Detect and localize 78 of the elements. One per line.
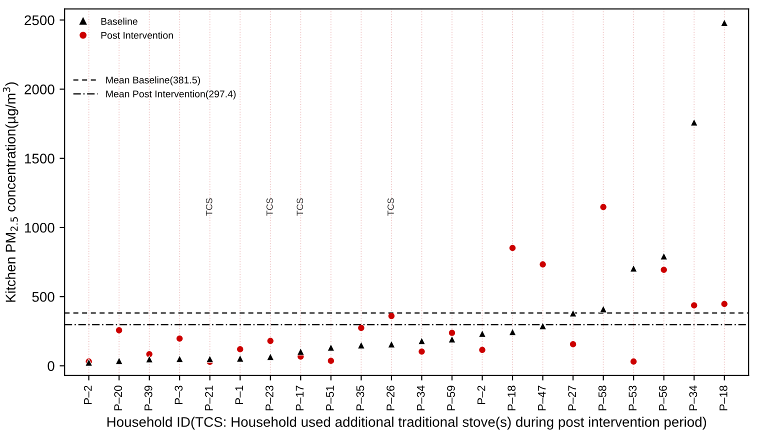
point	[630, 358, 637, 365]
x-tick-label: P–58	[598, 386, 606, 410]
point	[176, 355, 184, 363]
x-tick-label: P–56	[658, 386, 667, 410]
x-tick-label: P–34	[416, 386, 425, 410]
point	[266, 352, 274, 361]
point	[600, 305, 608, 313]
x-tick-label: P–27	[568, 386, 576, 410]
point	[569, 309, 577, 318]
point	[479, 346, 486, 353]
x-tick-label: P–2	[477, 386, 486, 404]
x-tick-label: P–53	[628, 386, 637, 410]
x-tick-label: P–47	[538, 386, 546, 410]
point	[691, 302, 698, 308]
point	[358, 324, 364, 332]
point	[540, 261, 546, 268]
x-axis-title: Household ID(TCS: Household used additional traditional stove(s) during post intervention period)	[107, 416, 706, 430]
y-tick-label: 500	[32, 292, 54, 302]
point	[690, 118, 698, 126]
annotation: TCS	[388, 198, 394, 216]
point	[116, 327, 122, 334]
x-tick-label: P–39	[144, 386, 152, 410]
point	[418, 337, 426, 345]
x-tick-label: P–59	[447, 386, 455, 410]
point	[236, 354, 244, 362]
x-tick-label: P–26	[386, 386, 394, 410]
x-tick-label: P–1	[235, 386, 244, 404]
point	[115, 356, 123, 365]
y-tick-label: 2000	[24, 84, 54, 94]
point	[146, 351, 152, 358]
point	[388, 312, 395, 320]
point	[478, 330, 486, 338]
legend-label: Post Intervention	[101, 32, 173, 39]
x-tick-label: P–2	[84, 386, 92, 404]
point	[418, 348, 425, 355]
point	[721, 300, 728, 308]
point	[570, 341, 576, 348]
point	[660, 252, 668, 260]
legend-label: Mean Post Intervention(297.4)	[106, 90, 236, 100]
point	[146, 355, 154, 363]
y-tick-label: 0	[48, 361, 54, 371]
point	[328, 358, 334, 364]
point	[388, 340, 396, 348]
x-tick-label: P–51	[326, 386, 334, 410]
point	[508, 328, 516, 336]
point	[176, 335, 183, 342]
point	[206, 355, 214, 363]
y-tick-label: 1500	[25, 154, 54, 164]
x-tick-label: P–20	[114, 386, 122, 410]
point	[509, 244, 516, 252]
point	[630, 264, 638, 272]
x-tick-label: P–34	[689, 386, 698, 410]
point	[237, 346, 244, 352]
point	[660, 266, 667, 273]
annotation: TCS	[206, 198, 212, 216]
point	[448, 330, 456, 336]
y-tick-label: 1000	[25, 222, 54, 233]
y-tick-label: 2500	[24, 15, 54, 26]
point	[267, 338, 274, 344]
x-tick-label: P–35	[356, 386, 364, 410]
point	[357, 341, 366, 350]
point	[448, 335, 456, 344]
x-tick-label: P–18	[720, 386, 728, 410]
x-tick-label: P–21	[204, 386, 213, 410]
x-tick-label: P–17	[296, 386, 304, 410]
x-tick-label: P–18	[508, 386, 516, 410]
x-tick-label: P–3	[174, 386, 183, 404]
point	[720, 18, 728, 27]
legend-label: Mean Baseline(381.5)	[106, 76, 200, 86]
annotation: TCS	[266, 198, 273, 216]
point	[600, 204, 606, 210]
point	[538, 322, 547, 330]
y-axis-title: Kitchen PM$_{2.5}$ concentration(µg/m$^{3}$)	[2, 82, 18, 302]
point	[296, 348, 304, 356]
point	[327, 344, 335, 352]
x-tick-label: P–23	[266, 386, 274, 410]
annotation: TCS	[296, 198, 304, 216]
legend-label: Baseline	[101, 18, 138, 25]
